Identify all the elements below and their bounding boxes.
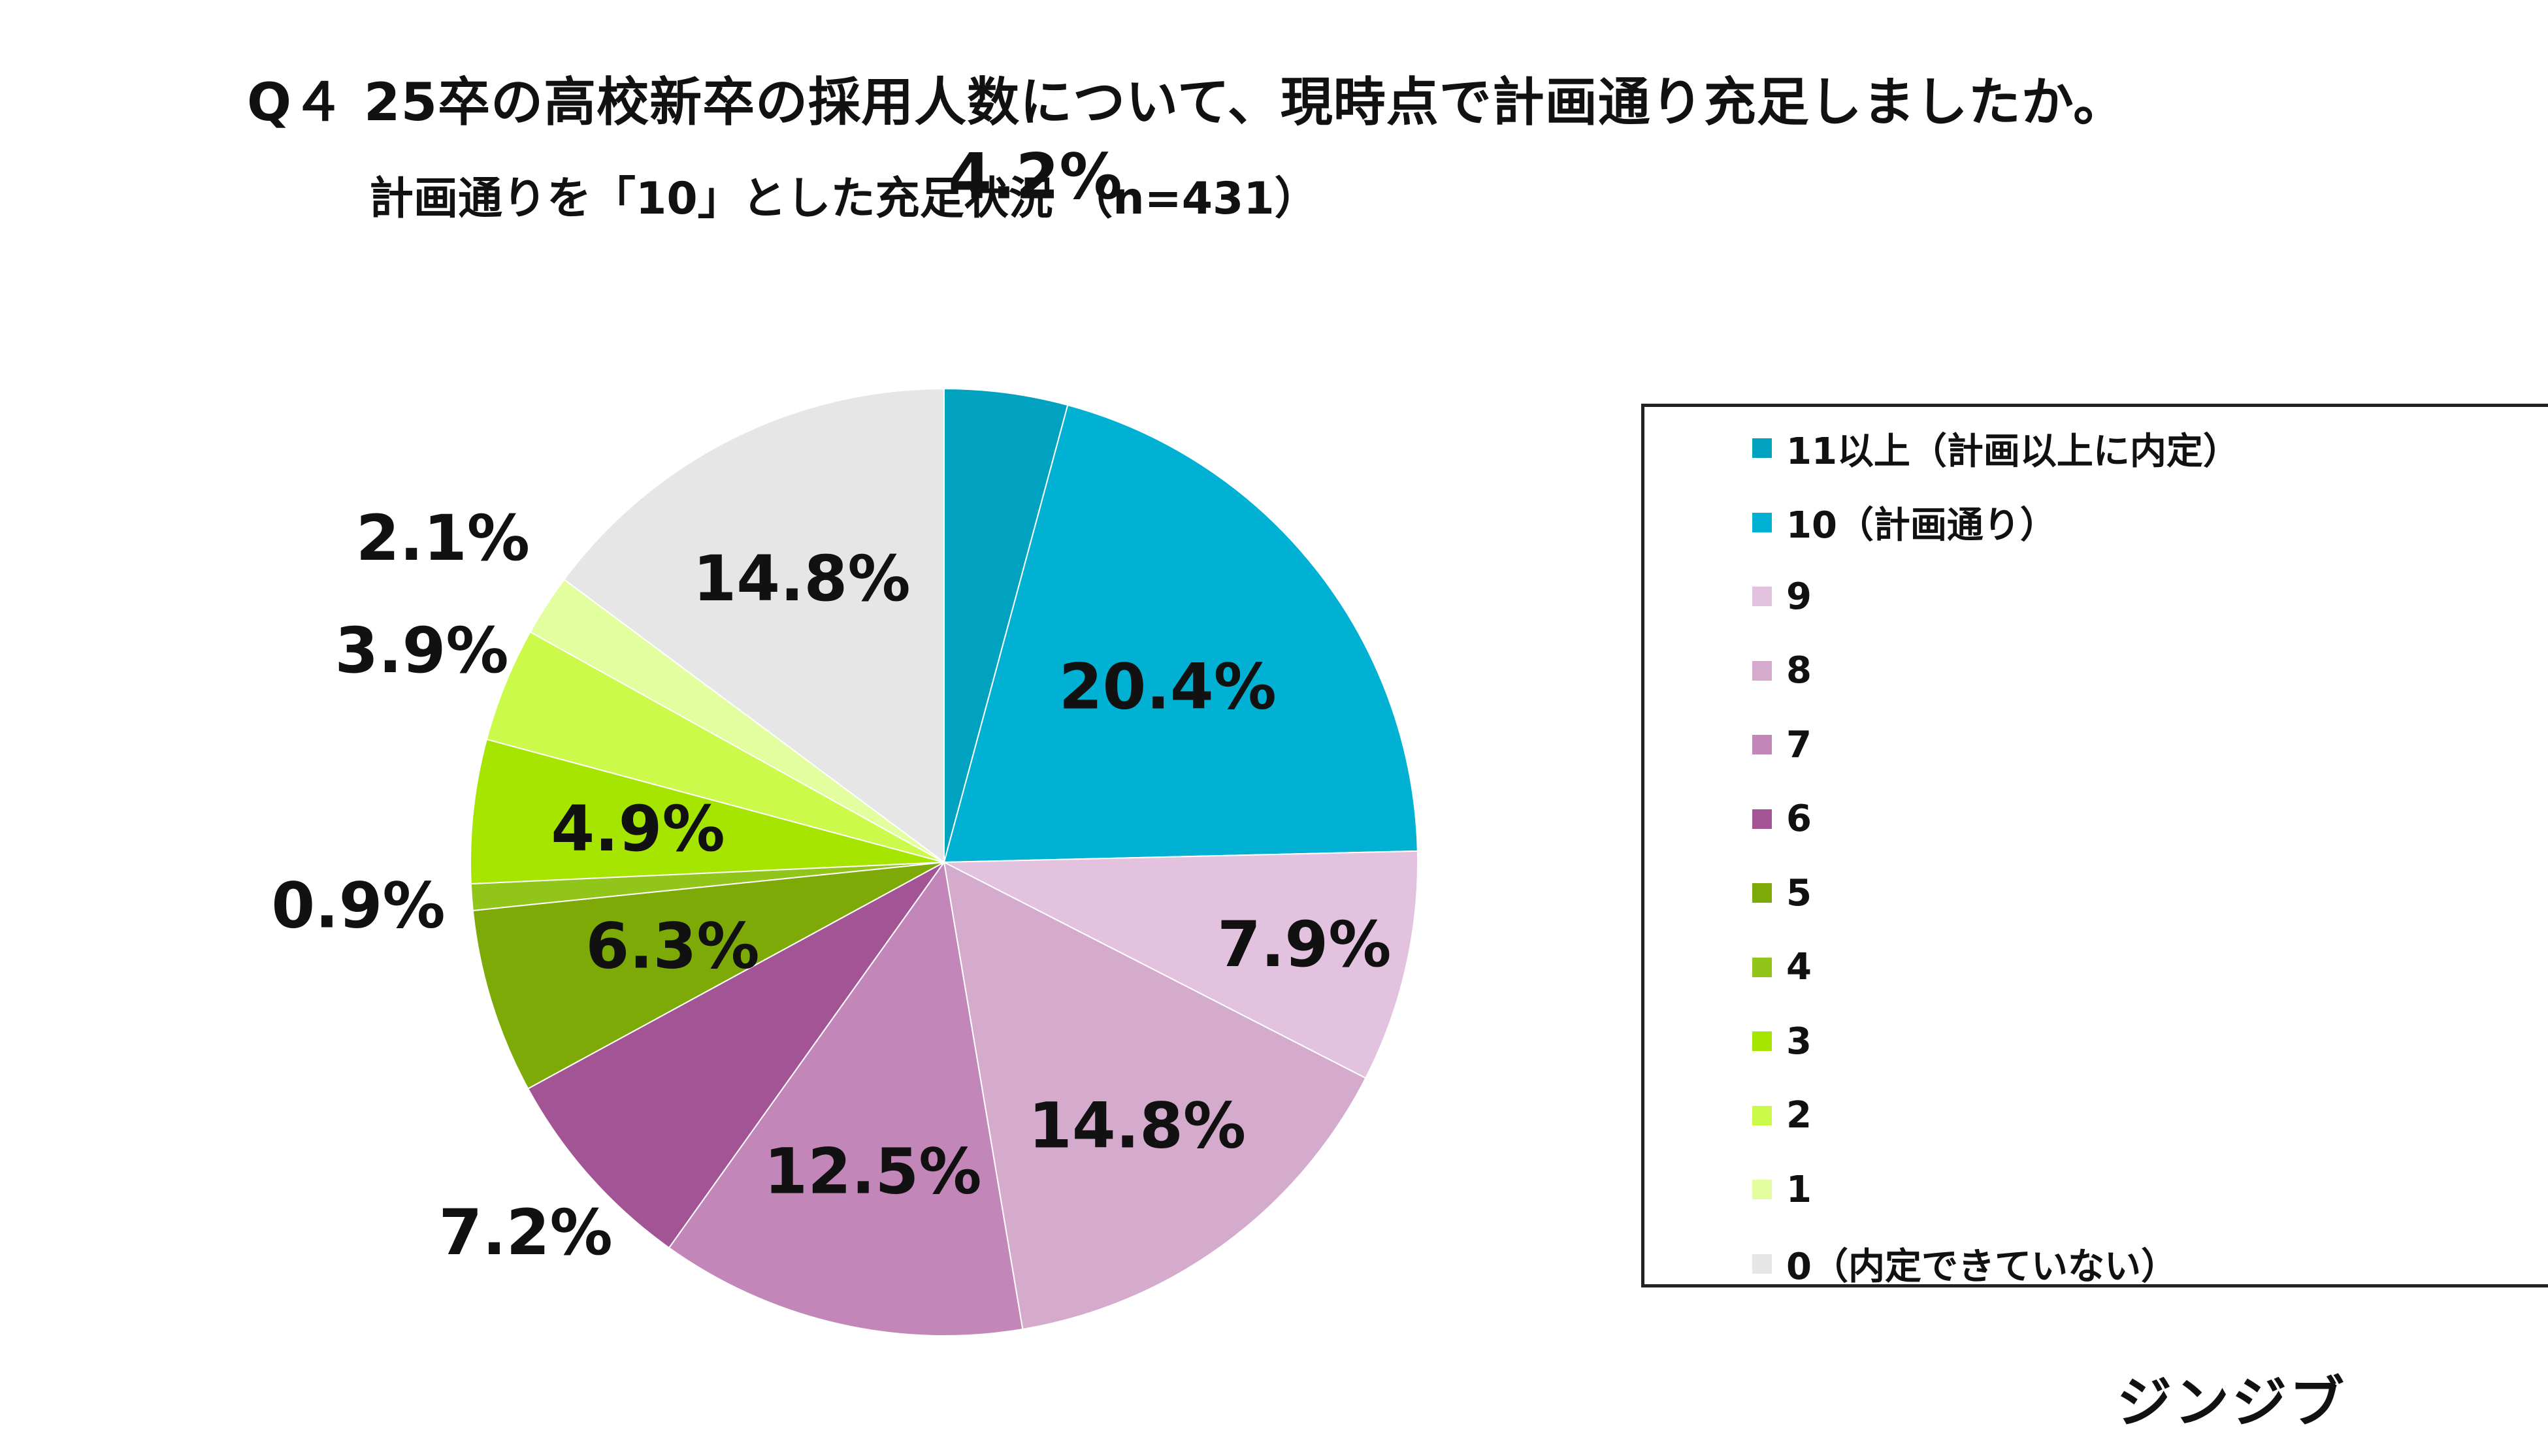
data-label-4: 12.5% [764,1135,981,1208]
data-label-5: 7.2% [438,1196,612,1269]
legend-item-6: 5 [1752,870,1812,916]
pie-slice-5 [527,862,945,1249]
legend-swatch [1752,883,1772,903]
legend-item-4: 7 [1752,722,1812,768]
legend-label: 6 [1786,798,1812,840]
legend-swatch [1752,438,1772,458]
data-label-9: 3.9% [335,614,508,687]
data-label-8: 4.9% [551,792,725,866]
pie-slice-11 [563,387,945,864]
legend-swatch [1752,512,1772,532]
legend-swatch [1752,735,1772,754]
pie-slice-2 [943,850,1418,1079]
legend-label: 10（計画通り） [1786,504,2057,547]
legend-item-1: 10（計画通り） [1752,500,2057,547]
legend-swatch [1752,587,1772,606]
legend-swatch [1752,957,1772,977]
legend-item-8: 3 [1752,1018,1812,1064]
pie-slice-1 [943,404,1418,864]
brand-logo: ジンジブ [2117,1370,2347,1434]
data-label-11: 14.8% [693,542,910,615]
legend-label: 7 [1786,723,1812,766]
legend-swatch [1752,660,1772,681]
legend-swatch [1752,809,1772,829]
legend-swatch [1752,1254,1772,1274]
legend-item-3: 8 [1752,648,1812,694]
data-label-7: 0.9% [271,869,445,942]
legend-swatch [1752,1180,1772,1199]
legend-item-11: 0（内定できていない） [1752,1241,2178,1288]
pie-slices [470,387,1418,1336]
legend-item-0: 11以上（計画以上に内定） [1752,425,2240,473]
chart-subtitle: 計画通りを「10」とした充足状況 （n=431） [369,173,1319,225]
pie-slice-0 [943,387,1069,863]
legend-item-5: 6 [1752,796,1812,842]
pie-slice-8 [470,738,945,885]
data-label-3: 14.8% [1028,1090,1246,1163]
legend-label: 0（内定できていない） [1786,1246,2178,1288]
legend-item-10: 1 [1752,1167,1812,1212]
legend-label: 3 [1786,1020,1812,1063]
legend-label: 11以上（計画以上に内定） [1786,430,2240,473]
legend-swatch [1752,1105,1772,1125]
legend-item-9: 2 [1752,1093,1812,1139]
legend: 11以上（計画以上に内定） 10（計画通り） 9 8 7 6 5 4 3 2 1 0（内定できていない… [1641,404,2548,1288]
chart-title: Q４ 25卒の高校新卒の採用人数について、現時点で計画通り充足しましたか。 [247,72,2127,133]
legend-label: 9 [1786,575,1812,618]
data-label-2: 7.9% [1217,908,1391,981]
legend-label: 4 [1786,946,1812,988]
data-label-1: 20.4% [1059,651,1277,724]
legend-label: 2 [1786,1094,1812,1137]
pie-slice-6 [472,862,945,1090]
pie-labels: 4.2% 20.4% 7.9% 14.8% 12.5% 7.2% 6.3% 0.9% 4.9% 3… [271,140,1391,1270]
data-label-6: 6.3% [585,910,759,983]
data-label-0: 4.2% [948,140,1122,214]
pie-slice-4 [668,860,1024,1336]
legend-label: 1 [1786,1168,1812,1211]
legend-label: 8 [1786,649,1812,692]
legend-item-7: 4 [1752,945,1812,990]
legend-swatch [1752,1031,1772,1051]
legend-label: 5 [1786,871,1812,914]
pie-slice-3 [943,861,1367,1331]
data-label-10: 2.1% [356,502,530,575]
legend-item-2: 9 [1752,574,1812,619]
